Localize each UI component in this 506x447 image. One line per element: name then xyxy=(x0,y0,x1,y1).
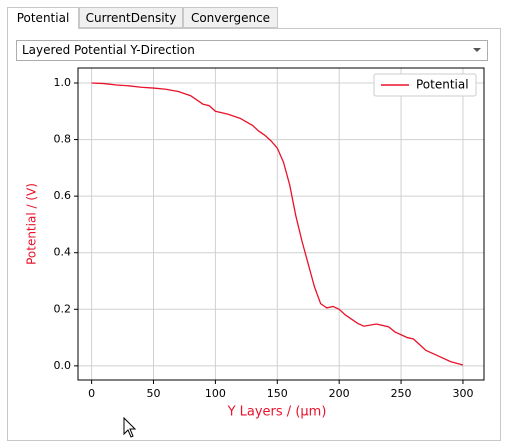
cursor xyxy=(123,416,137,438)
x-tick-label: 250 xyxy=(391,387,412,400)
tab[interactable]: CurrentDensity xyxy=(79,7,183,28)
y-tick-label: 1.0 xyxy=(54,76,72,89)
dropdown[interactable]: Layered Potential Y-Direction xyxy=(16,40,488,61)
x-tick-label: 0 xyxy=(88,387,95,400)
legend-box xyxy=(373,73,477,97)
x-tick-label: 200 xyxy=(329,387,350,400)
x-tick-label: 300 xyxy=(452,387,473,400)
y-tick-label: 0.2 xyxy=(54,302,72,315)
plot-frame xyxy=(77,67,485,381)
dropdown-text: Layered Potential Y-Direction xyxy=(22,43,195,57)
tab[interactable]: Convergence xyxy=(183,7,278,28)
y-tick-label: 0.4 xyxy=(54,246,72,259)
x-tick-label: 100 xyxy=(205,387,226,400)
tab[interactable]: Potential xyxy=(7,7,79,29)
y-tick-label: 0.8 xyxy=(54,133,72,146)
data-line xyxy=(91,82,464,366)
panel xyxy=(7,28,501,441)
y-tick-label: 0.6 xyxy=(54,189,72,202)
plot-area xyxy=(77,67,485,381)
legend-label: Potential xyxy=(416,78,469,92)
x-axis-label: Y Layers / (µm) xyxy=(227,405,327,420)
dropdown-arrow xyxy=(473,48,481,52)
y-tick-label: 0.0 xyxy=(54,359,72,372)
y-axis-label: Potential / (V) xyxy=(25,183,39,265)
x-tick-label: 150 xyxy=(267,387,288,400)
x-tick-label: 50 xyxy=(147,387,161,400)
